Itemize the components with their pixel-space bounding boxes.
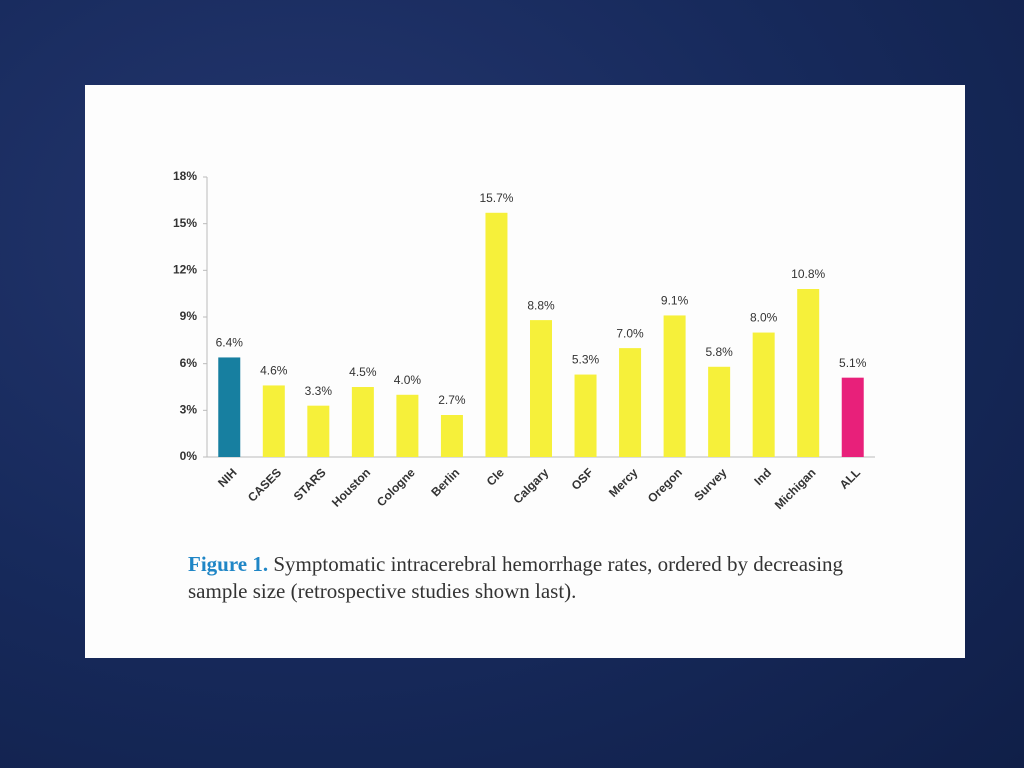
- value-label: 4.5%: [349, 365, 377, 379]
- x-tick-label: OSF: [569, 465, 596, 492]
- y-tick-label: 0%: [180, 449, 198, 463]
- value-label: 8.8%: [527, 298, 555, 312]
- value-label: 10.8%: [791, 267, 825, 281]
- caption-label: Figure 1.: [188, 552, 269, 576]
- x-tick-label: Houston: [329, 465, 373, 509]
- bar: [351, 387, 374, 457]
- bar: [307, 405, 330, 457]
- value-label: 4.0%: [394, 373, 422, 387]
- x-tick-label: Berlin: [428, 465, 462, 499]
- bar: [663, 315, 686, 457]
- x-tick-label: Oregon: [645, 465, 685, 505]
- caption: Figure 1. Symptomatic intracerebral hemo…: [188, 551, 848, 605]
- bar: [218, 357, 241, 457]
- y-tick-label: 12%: [173, 263, 197, 277]
- y-tick-label: 18%: [173, 169, 197, 183]
- x-tick-label: Calgary: [510, 465, 551, 506]
- value-label: 9.1%: [661, 294, 689, 308]
- bar: [841, 377, 864, 457]
- bar: [797, 289, 820, 457]
- x-tick-label: Cle: [484, 465, 507, 488]
- bar: [619, 348, 642, 457]
- x-tick-label: CASES: [245, 465, 284, 504]
- x-tick-label: Ind: [751, 465, 774, 488]
- x-tick-label: Mercy: [606, 465, 641, 500]
- bar: [396, 394, 419, 457]
- value-label: 2.7%: [438, 393, 466, 407]
- x-tick-label: Michigan: [772, 465, 819, 512]
- y-tick-label: 3%: [180, 403, 198, 417]
- x-tick-label: ALL: [837, 465, 863, 491]
- bar: [752, 332, 775, 457]
- value-label: 3.3%: [305, 384, 333, 398]
- x-tick-label: Cologne: [374, 465, 418, 509]
- value-label: 7.0%: [616, 326, 644, 340]
- bar: [485, 212, 508, 457]
- bar: [262, 385, 285, 457]
- y-tick-label: 15%: [173, 216, 197, 230]
- value-label: 5.3%: [572, 353, 600, 367]
- value-label: 8.0%: [750, 311, 778, 325]
- value-label: 4.6%: [260, 364, 288, 378]
- x-tick-label: Survey: [691, 465, 729, 503]
- y-tick-label: 6%: [180, 356, 198, 370]
- bar: [574, 374, 597, 457]
- value-label: 6.4%: [216, 336, 244, 350]
- bar: [708, 366, 731, 457]
- value-label: 5.1%: [839, 356, 867, 370]
- value-label: 5.8%: [705, 345, 733, 359]
- value-label: 15.7%: [479, 191, 513, 205]
- bar: [440, 415, 463, 457]
- caption-text: Symptomatic intracerebral hemorrhage rat…: [188, 552, 844, 603]
- y-tick-label: 9%: [180, 309, 198, 323]
- x-tick-label: STARS: [291, 465, 329, 503]
- x-tick-label: NIH: [215, 465, 240, 490]
- bar: [530, 320, 552, 457]
